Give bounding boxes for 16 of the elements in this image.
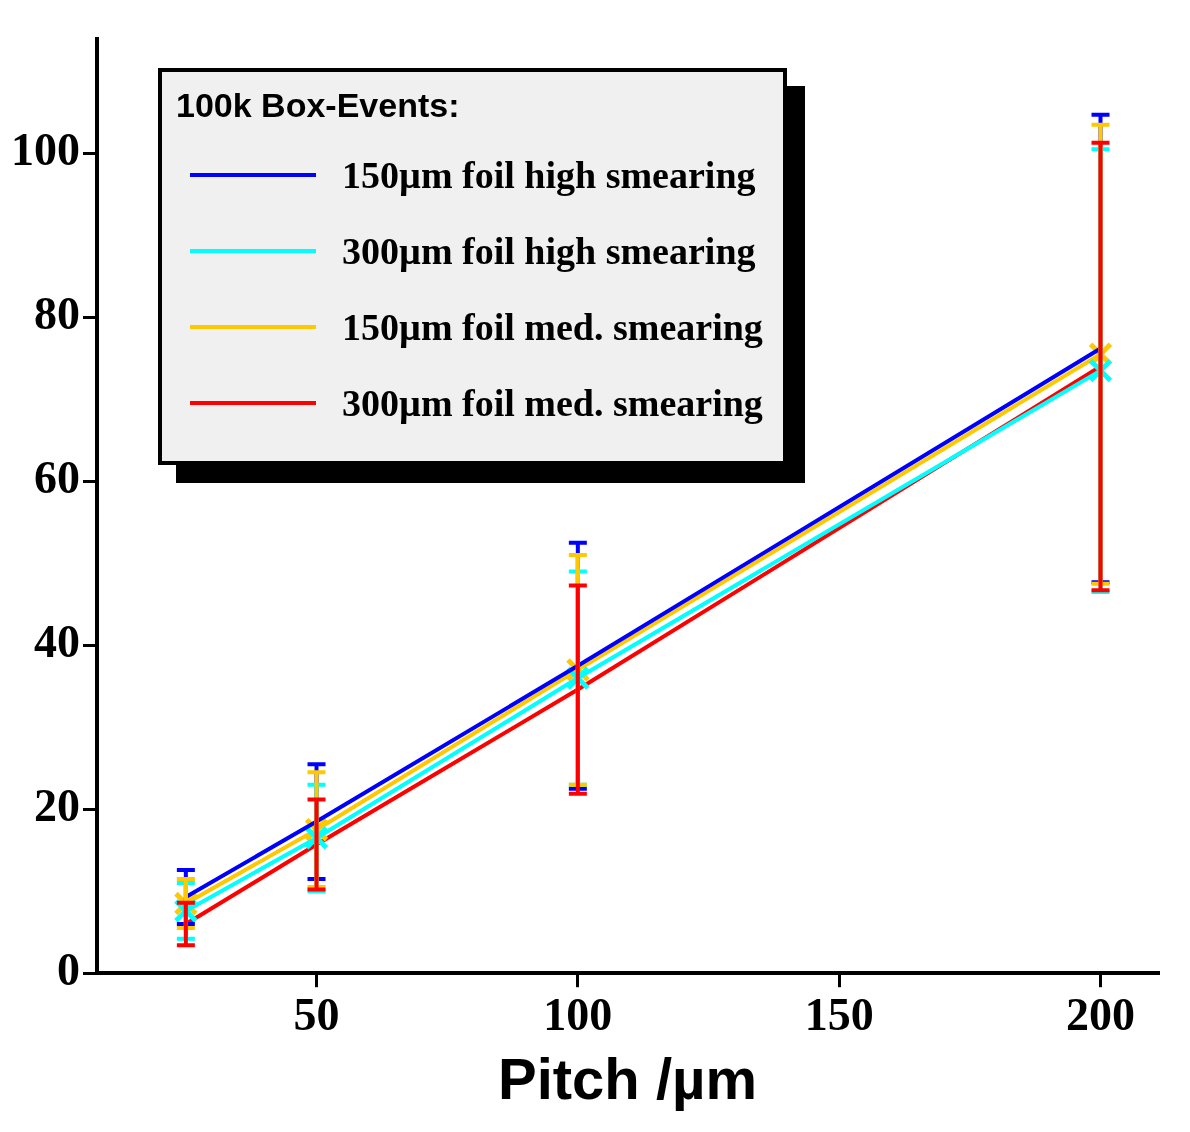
- legend-label: 150µm foil high smearing: [342, 153, 756, 197]
- legend-title: 100k Box-Events:: [176, 86, 461, 125]
- y-tick-label: 20: [34, 780, 80, 832]
- x-axis-title: Pitch /µm: [497, 1046, 758, 1112]
- y-tick-label: 0: [57, 944, 80, 996]
- x-tick-label: 50: [293, 988, 340, 1040]
- legend-label: 300µm foil med. smearing: [342, 381, 763, 425]
- x-tick-label: 150: [804, 988, 874, 1040]
- y-tick-label: 100: [11, 124, 80, 176]
- y-tick-label: 80: [34, 288, 80, 340]
- legend-label: 300µm foil high smearing: [342, 229, 756, 273]
- y-tick-label: 60: [34, 452, 80, 504]
- legend-label: 150µm foil med. smearing: [342, 305, 763, 349]
- y-tick-label: 40: [34, 616, 80, 668]
- x-tick-label: 100: [543, 988, 613, 1040]
- x-tick-label: 200: [1066, 988, 1136, 1040]
